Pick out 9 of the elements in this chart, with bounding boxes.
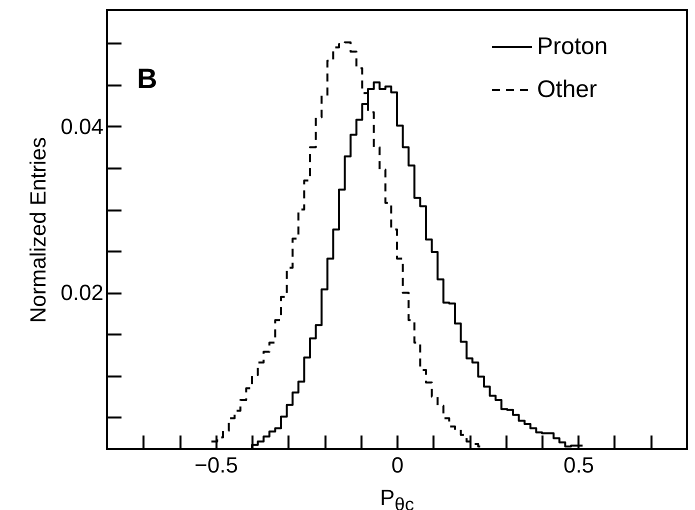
legend-label: Proton [537,33,608,60]
x-tick-label: −0.5 [194,452,238,478]
x-tick-label: 0 [391,452,404,478]
y-tick-label: 0.04 [60,114,104,139]
y-axis-title: Normalized Entries [26,137,51,323]
y-tick-label: 0.02 [60,280,104,306]
x-tick-label: 0.5 [563,452,594,478]
legend-label: Other [537,76,598,103]
annotation: B [137,63,158,94]
